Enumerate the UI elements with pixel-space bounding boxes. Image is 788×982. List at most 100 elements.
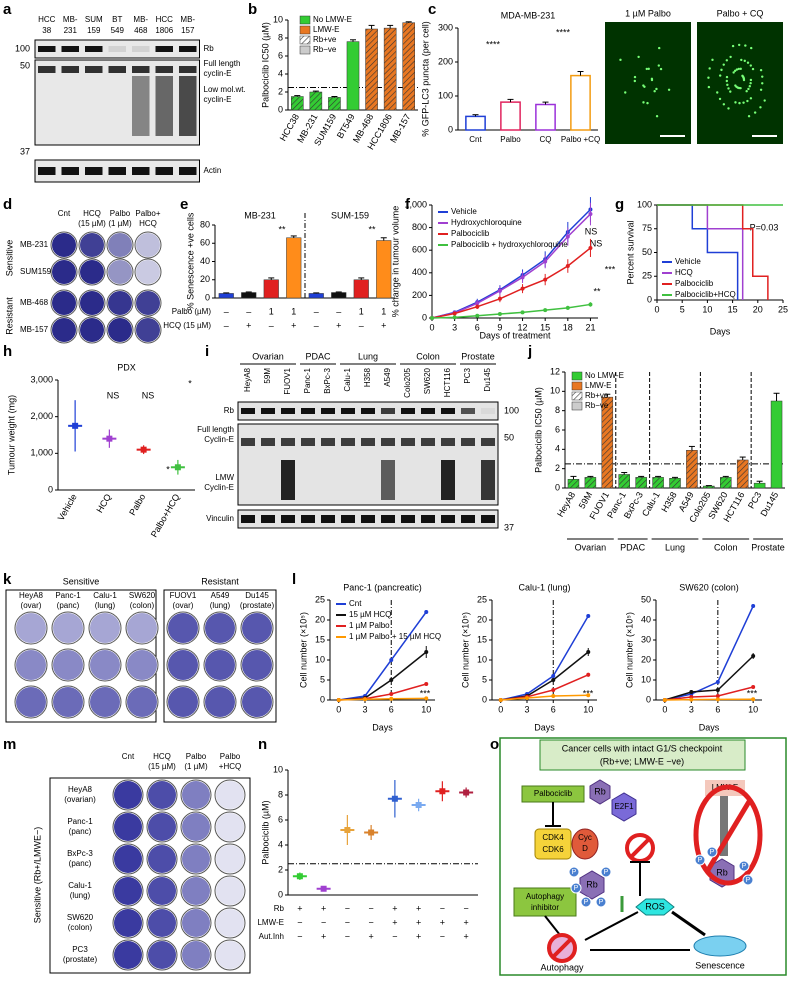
stain bbox=[90, 613, 120, 643]
group-box bbox=[163, 589, 277, 723]
band bbox=[155, 66, 173, 73]
series-line bbox=[664, 698, 754, 701]
band bbox=[261, 515, 275, 523]
legend-label: Rb+ve bbox=[313, 35, 337, 44]
y-tick-label: 4 bbox=[278, 68, 283, 78]
condition-label: Palbo (µM) bbox=[172, 307, 212, 316]
x-axis-label: Days bbox=[699, 722, 720, 732]
puncta bbox=[738, 101, 741, 105]
group-label: Resistant bbox=[201, 576, 239, 586]
phosphate bbox=[706, 846, 718, 858]
legend-swatch bbox=[299, 25, 311, 35]
band bbox=[132, 167, 150, 175]
point bbox=[543, 308, 548, 313]
lane-label: HeyA8 bbox=[243, 367, 252, 392]
condition-mark: + bbox=[463, 917, 468, 927]
condition-mark: + bbox=[416, 931, 421, 941]
x-tick-label: 10 bbox=[748, 704, 758, 714]
y-tick-label: 0 bbox=[422, 312, 427, 322]
condition-mark: – bbox=[246, 306, 251, 316]
band bbox=[85, 46, 103, 52]
stain bbox=[80, 260, 104, 284]
column-label: Palbo bbox=[220, 752, 241, 761]
row-label: SW620 bbox=[67, 913, 94, 922]
stain bbox=[114, 877, 142, 905]
block-sign bbox=[693, 784, 763, 886]
bar bbox=[291, 96, 304, 111]
puncta bbox=[725, 79, 729, 83]
bar bbox=[635, 477, 647, 489]
puncta bbox=[749, 81, 752, 85]
point bbox=[424, 696, 429, 701]
x-tick-label: 10 bbox=[583, 704, 593, 714]
row-label: (panc) bbox=[69, 827, 92, 836]
bar bbox=[535, 103, 556, 131]
puncta bbox=[646, 101, 649, 105]
lane-label: FUOV1 bbox=[283, 367, 292, 394]
puncta bbox=[727, 107, 730, 110]
puncta bbox=[759, 88, 763, 91]
stain bbox=[242, 613, 272, 643]
stain bbox=[80, 291, 104, 315]
series-line bbox=[500, 694, 589, 701]
y-tick-label: 6 bbox=[278, 50, 283, 60]
micrograph bbox=[697, 22, 783, 144]
row-label: Vinculin bbox=[206, 514, 234, 523]
point bbox=[452, 315, 457, 320]
band bbox=[281, 515, 295, 523]
condition-mark: + bbox=[368, 931, 373, 941]
group-box bbox=[49, 777, 251, 974]
bar bbox=[309, 91, 323, 111]
stain bbox=[168, 650, 198, 680]
bar bbox=[720, 477, 732, 489]
y-tick-label: 100 bbox=[637, 199, 652, 209]
legend-label: LMW-E bbox=[313, 25, 340, 34]
stain bbox=[108, 260, 132, 284]
band bbox=[301, 515, 315, 523]
condition-mark: − bbox=[297, 931, 302, 941]
panel-label: h bbox=[3, 343, 12, 360]
legend-label: Palbociclib bbox=[451, 229, 490, 238]
bar bbox=[465, 115, 486, 131]
y-axis-label: % change in tumour volume bbox=[390, 206, 400, 318]
x-tick-label: 20 bbox=[753, 304, 763, 314]
y-tick-label: 0 bbox=[48, 484, 53, 494]
column-label: (prostate) bbox=[240, 601, 275, 610]
lane-label: HCC bbox=[38, 15, 56, 24]
x-tick-label: 6 bbox=[389, 704, 394, 714]
puncta bbox=[759, 106, 762, 109]
series-line bbox=[500, 615, 589, 701]
senescence-node bbox=[693, 935, 747, 957]
series-line bbox=[431, 213, 591, 319]
stain bbox=[136, 233, 160, 257]
row-label: (prostate) bbox=[63, 955, 98, 964]
phosphate bbox=[580, 896, 592, 908]
column-label: (panc) bbox=[57, 601, 80, 610]
lmwe-bar bbox=[720, 796, 728, 856]
point bbox=[715, 697, 720, 702]
column-label: HCQ bbox=[83, 209, 101, 218]
annotation: NS bbox=[590, 238, 603, 248]
bar bbox=[353, 279, 369, 299]
mw-marker: 37 bbox=[504, 522, 514, 532]
stain bbox=[216, 813, 244, 841]
point bbox=[389, 696, 394, 701]
stain bbox=[182, 909, 210, 937]
legend-label: Vehicle bbox=[451, 207, 477, 216]
puncta bbox=[624, 91, 627, 94]
legend-label: 15 µM HCQ bbox=[349, 610, 391, 619]
row-label: (colon) bbox=[68, 923, 93, 932]
y-tick-label: 2 bbox=[555, 463, 560, 473]
x-tick-label: H358 bbox=[659, 490, 678, 514]
diagram-title-box bbox=[539, 739, 746, 771]
band bbox=[261, 438, 275, 446]
bar bbox=[570, 74, 591, 131]
y-tick-label: 1,000 bbox=[404, 199, 427, 209]
band bbox=[401, 515, 415, 523]
panel-label: i bbox=[205, 343, 209, 360]
row-label: Rb bbox=[204, 44, 215, 53]
condition-mark: − bbox=[368, 903, 373, 913]
puncta bbox=[734, 101, 737, 104]
point bbox=[689, 690, 694, 694]
